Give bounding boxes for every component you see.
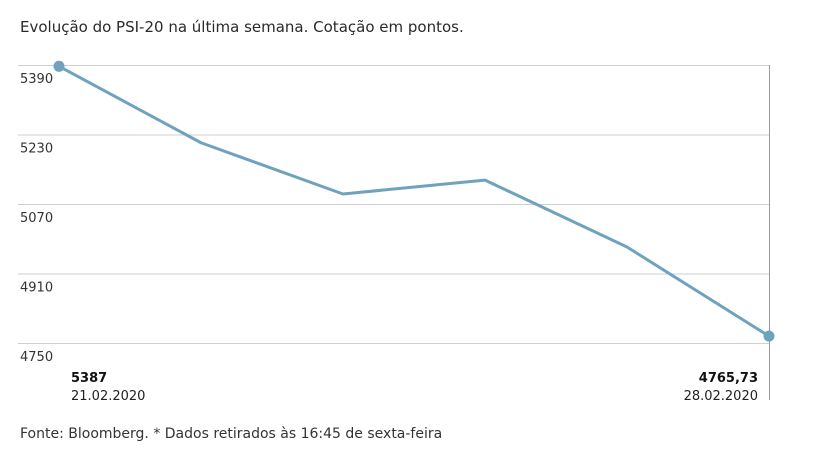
series-line <box>57 64 771 338</box>
end-point-marker <box>763 330 775 342</box>
source-note: Fonte: Bloomberg. * Dados retirados às 1… <box>20 426 443 442</box>
end-date: 28.02.2020 <box>683 389 758 404</box>
start-value: 5387 <box>71 371 108 386</box>
y-tick-label: 4750 <box>20 350 53 365</box>
y-tick-label: 4910 <box>20 281 53 296</box>
end-annotation: 4765,73 28.02.2020 <box>684 370 758 406</box>
chart-title: Evolução do PSI-20 na última semana. Cot… <box>20 18 464 36</box>
y-tick-label: 5390 <box>20 72 53 87</box>
y-tick-label: 5070 <box>20 211 53 226</box>
y-tick-label: 5230 <box>20 142 53 157</box>
start-date: 21.02.2020 <box>71 389 146 404</box>
end-value: 4765,73 <box>698 371 758 386</box>
start-annotation: 5387 21.02.2020 <box>71 370 145 406</box>
start-point-marker <box>53 60 65 72</box>
